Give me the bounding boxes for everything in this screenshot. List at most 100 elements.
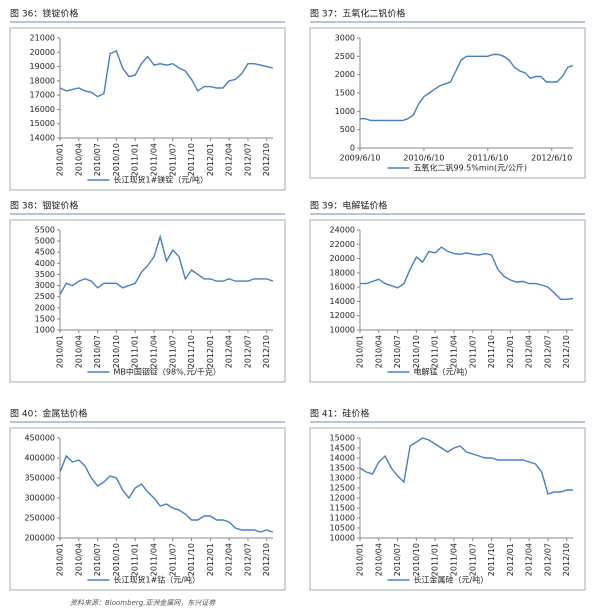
y-tick-label: 13000 [330, 474, 355, 483]
y-tick-label: 16000 [330, 283, 355, 292]
x-tick-label: 2011/04 [149, 543, 158, 576]
x-tick-label: 2012/10 [262, 335, 271, 368]
x-tick-label: 2012/6/10 [531, 154, 572, 163]
y-tick-label: 21000 [30, 34, 55, 43]
y-tick-label: 0 [350, 144, 355, 153]
y-tick-label: 350000 [24, 474, 55, 483]
x-tick-label: 2012/01 [206, 543, 215, 576]
x-tick-label: 2011/01 [131, 543, 140, 576]
x-tick-label: 2011/01 [431, 543, 440, 576]
y-tick-label: 500 [340, 125, 355, 134]
y-tick-label: 24000 [330, 226, 355, 235]
y-tick-label: 10500 [330, 524, 355, 533]
y-tick-label: 2500 [35, 292, 55, 301]
y-tick-label: 4500 [35, 248, 55, 257]
chart-frame [309, 27, 586, 179]
y-tick-label: 250000 [24, 514, 55, 523]
x-tick-label: 2012/04 [225, 143, 234, 176]
x-tick-label: 2012/01 [206, 143, 215, 176]
x-tick-label: 2011/04 [149, 335, 158, 368]
x-tick-label: 2010/04 [74, 335, 83, 368]
y-tick-label: 5000 [35, 237, 55, 246]
y-tick-label: 2000 [335, 70, 355, 79]
y-tick-label: 1000 [335, 107, 355, 116]
x-tick-label: 2010/01 [356, 335, 365, 368]
y-tick-label: 12000 [330, 311, 355, 320]
x-tick-label: 2012/10 [262, 143, 271, 176]
x-tick-label: 2010/6/10 [403, 154, 444, 163]
x-tick-label: 2010/04 [74, 143, 83, 176]
y-tick-label: 14000 [30, 134, 55, 143]
x-tick-label: 2012/04 [225, 543, 234, 576]
x-tick-label: 2011/01 [431, 335, 440, 368]
x-tick-label: 2012/07 [543, 543, 552, 576]
x-tick-label: 2011/10 [187, 143, 196, 176]
y-tick-label: 4000 [35, 259, 55, 268]
y-tick-label: 17000 [30, 91, 55, 100]
x-tick-label: 2012/07 [243, 335, 252, 368]
x-tick-label: 2010/01 [56, 335, 65, 368]
source-note: 资料来源：Bloomberg,亚洲金属网，东兴证券 [70, 599, 216, 607]
y-tick-label: 15000 [330, 434, 355, 443]
x-tick-label: 2012/04 [225, 335, 234, 368]
x-tick-label: 2010/07 [393, 543, 402, 576]
x-tick-label: 2010/07 [93, 335, 102, 368]
y-tick-label: 12500 [330, 484, 355, 493]
x-tick-label: 2012/10 [562, 335, 571, 368]
x-tick-label: 2011/07 [168, 143, 177, 176]
panel-title: 图 37：五氧化二钒价格 [310, 8, 405, 20]
y-tick-label: 11000 [330, 514, 355, 523]
chart-frame [9, 427, 286, 591]
panel-title: 图 41：硅价格 [310, 408, 369, 420]
y-tick-label: 1500 [335, 89, 355, 98]
chart-frame [309, 219, 586, 383]
x-tick-label: 2011/07 [468, 335, 477, 368]
y-tick-label: 3000 [35, 281, 55, 290]
x-tick-label: 2011/01 [131, 143, 140, 176]
price-line [360, 53, 574, 122]
y-tick-label: 5500 [35, 226, 55, 235]
y-tick-label: 2000 [35, 303, 55, 312]
price-line [359, 437, 573, 495]
y-tick-label: 18000 [330, 268, 355, 277]
y-tick-label: 14000 [330, 454, 355, 463]
price-line [59, 234, 274, 295]
y-tick-label: 10000 [330, 534, 355, 543]
x-tick-label: 2012/04 [525, 335, 534, 368]
x-tick-label: 2011/04 [449, 335, 458, 368]
y-tick-label: 2500 [335, 52, 355, 61]
x-tick-label: 2012/01 [506, 543, 515, 576]
x-tick-label: 2012/01 [506, 335, 515, 368]
y-tick-label: 22000 [330, 240, 355, 249]
x-tick-label: 2010/01 [56, 543, 65, 576]
y-tick-label: 300000 [24, 494, 55, 503]
x-tick-label: 2011/10 [187, 543, 196, 576]
x-tick-label: 2011/6/10 [467, 154, 508, 163]
price-line [360, 246, 574, 300]
chart-frame [9, 219, 286, 383]
x-tick-label: 2010/04 [374, 335, 383, 368]
x-tick-label: 2011/07 [468, 543, 477, 576]
legend-label: 长江现货1#镁锭（元/吨） [114, 175, 209, 185]
y-tick-label: 3500 [35, 270, 55, 279]
x-tick-label: 2010/01 [56, 143, 65, 176]
y-tick-label: 20000 [30, 48, 55, 57]
y-tick-label: 19000 [30, 62, 55, 71]
x-tick-label: 2010/01 [356, 543, 365, 576]
x-tick-label: 2010/10 [112, 143, 121, 176]
y-tick-label: 11500 [330, 504, 355, 513]
x-tick-label: 2011/04 [149, 143, 158, 176]
y-tick-label: 16000 [30, 105, 55, 114]
x-tick-label: 2010/10 [412, 335, 421, 368]
y-tick-label: 3000 [335, 34, 355, 43]
x-tick-label: 2012/10 [562, 543, 571, 576]
panel-title: 图 39：电解锰价格 [310, 200, 387, 212]
x-tick-label: 2012/01 [206, 335, 215, 368]
y-tick-label: 12000 [330, 494, 355, 503]
panel-title: 图 40：金属钴价格 [10, 408, 87, 420]
y-tick-label: 14500 [330, 444, 355, 453]
x-tick-label: 2010/10 [112, 543, 121, 576]
x-tick-label: 2010/04 [374, 543, 383, 576]
y-tick-label: 18000 [30, 76, 55, 85]
y-tick-label: 13500 [330, 464, 355, 473]
